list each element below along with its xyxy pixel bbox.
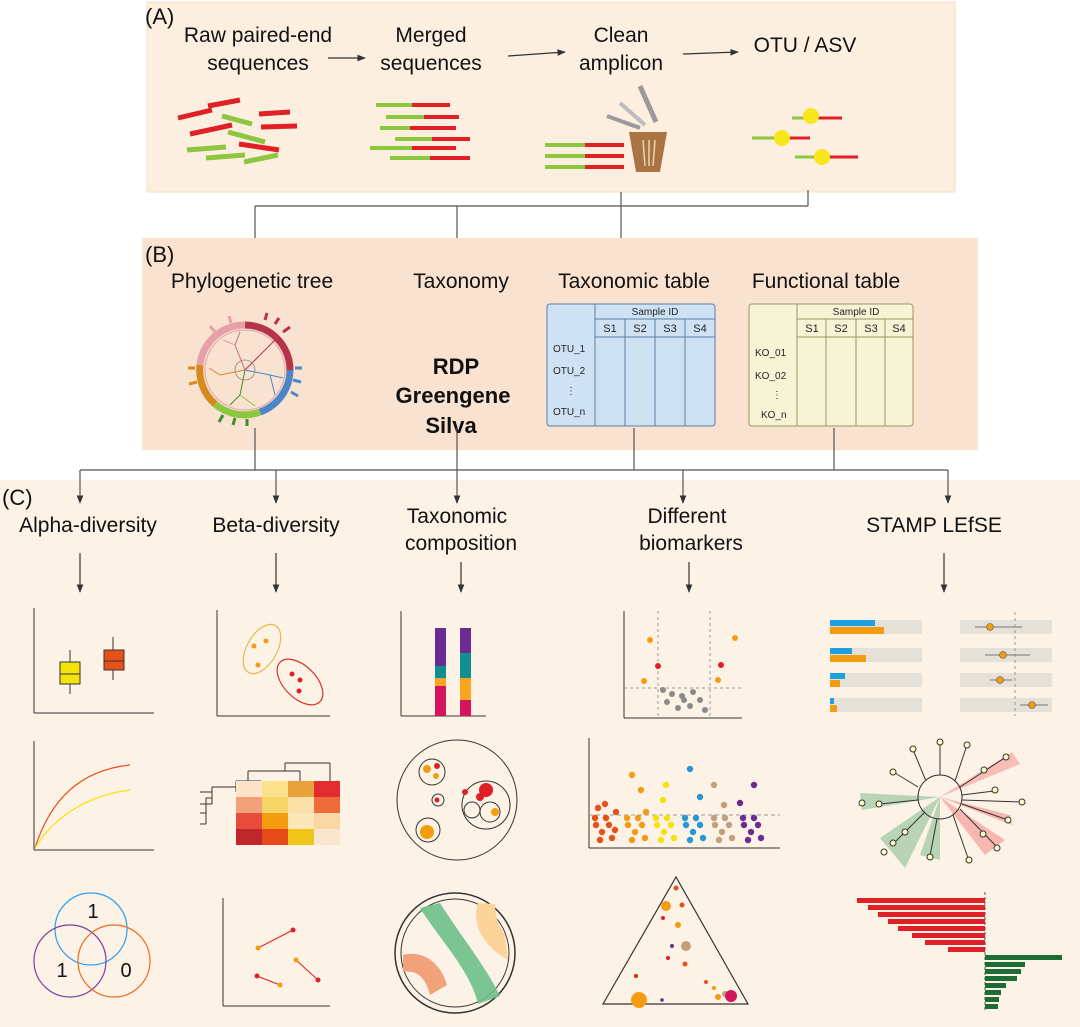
functional-table: Sample ID S1 S2 S3 S4 KO_01 KO_02 ⋮ KO_n [748, 303, 914, 427]
panel-a-arrows [328, 48, 739, 62]
circle-packing-icon [396, 739, 518, 861]
ternary-plot-icon [601, 875, 750, 1008]
paired-scatter-icon [222, 898, 330, 1007]
taxonomic-composition-title-1: Taxonomic [407, 505, 507, 528]
svg-text:amplicon: amplicon [579, 52, 663, 75]
svg-text:OTU_n: OTU_n [553, 407, 585, 418]
trash-can-icon [606, 84, 667, 172]
svg-text:KO_n: KO_n [761, 410, 787, 421]
stamp-lefse-title: STAMP LEfSE [866, 514, 1002, 537]
heatmap-icon [200, 762, 340, 845]
biomarkers-title-2: biomarkers [639, 532, 743, 555]
panel-b-label: (B) [145, 242, 174, 267]
step-otu-label: OTU / ASV [754, 34, 857, 57]
taxonomic-table: Sample ID S1 S2 S3 S4 OTU_1 OTU_2 ⋮ OTU_… [546, 303, 716, 427]
biomarkers-title-1: Different [648, 505, 727, 528]
raw-reads-icon [177, 97, 298, 165]
db-silva: Silva [425, 413, 477, 438]
alpha-diversity-title: Alpha-diversity [19, 514, 157, 537]
db-rdp: RDP [433, 354, 479, 379]
panel-c-down-arrows [76, 553, 948, 593]
venn-value-left: 1 [56, 960, 67, 982]
svg-text:⋮: ⋮ [566, 386, 576, 397]
db-greengene: Greengene [396, 383, 511, 408]
svg-text:KO_02: KO_02 [755, 371, 787, 382]
svg-text:S2: S2 [834, 323, 847, 335]
functional-table-title: Functional table [752, 270, 900, 293]
venn-value-right: 0 [120, 960, 131, 982]
merged-reads-icon [370, 103, 470, 160]
step-clean-label: Clean amplicon [579, 24, 663, 75]
stacked-bar-icon [400, 611, 486, 717]
svg-text:OTU_2: OTU_2 [553, 366, 586, 377]
circular-tree-icon [188, 312, 302, 426]
taxonomy-databases: RDP Greengene Silva [396, 354, 511, 438]
svg-text:KO_01: KO_01 [755, 348, 787, 359]
svg-text:S1: S1 [805, 323, 818, 335]
taxonomy-title: Taxonomy [413, 270, 509, 293]
step-merged-label: Merged sequences [380, 24, 482, 75]
svg-text:OTU_1: OTU_1 [553, 344, 586, 355]
volcano-plot-icon [623, 611, 742, 719]
svg-text:Sample ID: Sample ID [632, 307, 679, 318]
svg-text:S1: S1 [603, 323, 616, 335]
rarefaction-curve-icon [33, 741, 154, 851]
stamp-bar-icon [830, 620, 922, 712]
svg-text:⋮: ⋮ [772, 390, 782, 401]
taxonomic-table-title: Taxonomic table [558, 270, 710, 293]
venn-value-top: 1 [87, 901, 98, 923]
chord-diagram-icon [394, 892, 516, 1014]
svg-text:S4: S4 [892, 323, 905, 335]
svg-text:Sample ID: Sample ID [833, 307, 880, 318]
svg-text:Clean: Clean [594, 24, 649, 47]
svg-text:S4: S4 [693, 323, 706, 335]
beta-diversity-title: Beta-diversity [212, 514, 340, 537]
svg-text:Merged: Merged [395, 24, 466, 47]
svg-text:sequences: sequences [207, 52, 309, 75]
manhattan-plot-icon [588, 738, 780, 849]
svg-text:S3: S3 [864, 323, 877, 335]
step-raw-label: Raw paired-end sequences [184, 24, 332, 75]
svg-text:S2: S2 [633, 323, 646, 335]
svg-text:S3: S3 [663, 323, 676, 335]
panel-c-background [0, 480, 1080, 1027]
lefse-cladogram-icon [858, 738, 1026, 868]
otu-asv-icon [752, 108, 858, 165]
svg-text:Raw paired-end: Raw paired-end [184, 24, 332, 47]
phylogenetic-tree-title: Phylogenetic tree [171, 270, 333, 293]
clean-reads-icon [545, 143, 624, 169]
venn-diagram-icon [33, 892, 151, 998]
stamp-ci-icon [960, 612, 1052, 716]
panel-c-label: (C) [2, 485, 33, 510]
taxonomic-composition-title-2: composition [405, 532, 517, 555]
pcoa-scatter-icon [216, 610, 330, 717]
svg-text:sequences: sequences [380, 52, 482, 75]
boxplot-icon [33, 608, 154, 714]
panel-a-label: (A) [145, 4, 174, 29]
lda-bar-icon [857, 892, 1062, 1012]
